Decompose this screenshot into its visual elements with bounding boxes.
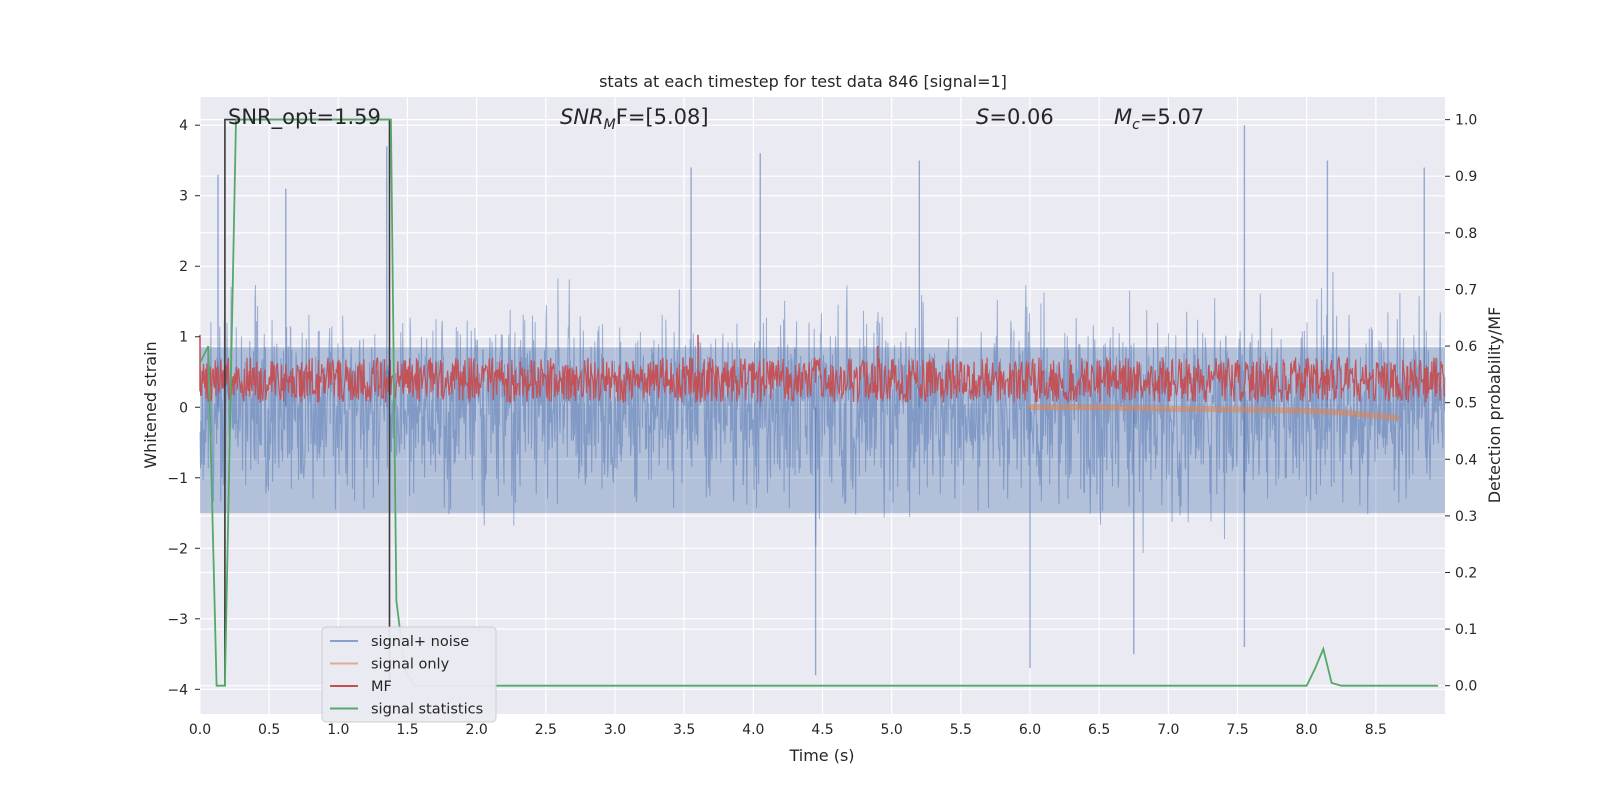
signal-only-line: [1027, 404, 1400, 421]
x-axis-label: Time (s): [788, 746, 854, 765]
annotation-mc: Mc=5.07: [1114, 105, 1204, 133]
series-signal-only: [1027, 404, 1400, 421]
series-mf: [199, 334, 1446, 403]
x-tick-label-17: 8.5: [1365, 722, 1387, 738]
y-right-tick-label-9: 0.1: [1455, 622, 1477, 638]
legend-label-2: MF: [371, 679, 392, 695]
y-left-tick-label-4: 0: [179, 400, 188, 416]
x-tick-label-0: 0.0: [189, 722, 211, 738]
x-tick-label-14: 7.0: [1157, 722, 1179, 738]
y-left-tick-label-1: 3: [179, 189, 188, 205]
annotation-s: S=0.06: [976, 105, 1054, 129]
legend-label-0: signal+ noise: [371, 634, 469, 650]
y-right-tick-label-6: 0.4: [1455, 452, 1477, 468]
x-tick-label-16: 8.0: [1296, 722, 1318, 738]
y-axis-right-label: Detection probability/MF: [1485, 307, 1504, 504]
x-tick-label-2: 1.0: [327, 722, 349, 738]
y-right-tick-label-0: 1.0: [1455, 113, 1477, 129]
x-tick-labels: 0.0 0.5 1.0 1.5 2.0 2.5 3.0 3.5 4.0 4.5 5.0 5.5 6.0 6…: [189, 722, 1387, 738]
x-tick-label-4: 2.0: [466, 722, 488, 738]
legend-label-3: signal statistics: [371, 702, 483, 718]
y-right-tick-label-7: 0.3: [1455, 509, 1477, 525]
annotation-snr-opt: SNR_opt=1.59: [228, 105, 381, 130]
x-tick-label-13: 6.5: [1088, 722, 1110, 738]
legend: signal+ noise signal only MF signal statist…: [321, 626, 497, 723]
x-tick-label-8: 4.0: [742, 722, 764, 738]
y-left-tick-label-3: 1: [179, 330, 188, 346]
x-tick-label-3: 1.5: [396, 722, 418, 738]
y-right-tick-label-5: 0.5: [1455, 396, 1477, 412]
x-tick-label-11: 5.5: [950, 722, 972, 738]
y-left-tick-label-7: −3: [167, 612, 188, 628]
y-right-tick-label-10: 0.0: [1455, 679, 1477, 695]
y-right-tick-labels: 1.0 0.9 0.8 0.7 0.6 0.5 0.4 0.3 0.2 0.1 0.0: [1445, 113, 1477, 695]
y-axis-left-label: Whitened strain: [141, 341, 160, 468]
x-tick-label-6: 3.0: [604, 722, 626, 738]
x-tick-label-10: 5.0: [881, 722, 903, 738]
y-left-tick-label-8: −4: [167, 682, 188, 698]
y-left-tick-label-5: −1: [167, 471, 188, 487]
x-tick-label-1: 0.5: [258, 722, 280, 738]
x-tick-label-9: 4.5: [811, 722, 833, 738]
annotation-snr-mf: SNRMF=[5.08]: [560, 105, 709, 133]
mf-line: [199, 356, 1446, 403]
y-left-tick-label-6: −2: [167, 541, 188, 557]
legend-label-1: signal only: [371, 657, 450, 673]
y-left-tick-labels: 4 3 2 1 0 −1 −2 −3 −4: [167, 118, 200, 698]
legend-box: [321, 626, 497, 723]
signal-noise-line: [199, 272, 1446, 554]
x-tick-label-7: 3.5: [673, 722, 695, 738]
y-right-tick-label-1: 0.9: [1455, 169, 1477, 185]
x-tick-label-12: 6.0: [1019, 722, 1041, 738]
chart-title: stats at each timestep for test data 846…: [599, 72, 1007, 91]
y-right-tick-label-4: 0.6: [1455, 339, 1477, 355]
y-right-tick-label-8: 0.2: [1455, 565, 1477, 581]
y-left-tick-label-0: 4: [179, 118, 188, 134]
x-tick-label-15: 7.5: [1226, 722, 1248, 738]
y-right-tick-label-3: 0.7: [1455, 282, 1477, 298]
y-right-tick-label-2: 0.8: [1455, 226, 1477, 242]
y-left-tick-label-2: 2: [179, 259, 188, 275]
x-tick-label-5: 2.5: [535, 722, 557, 738]
